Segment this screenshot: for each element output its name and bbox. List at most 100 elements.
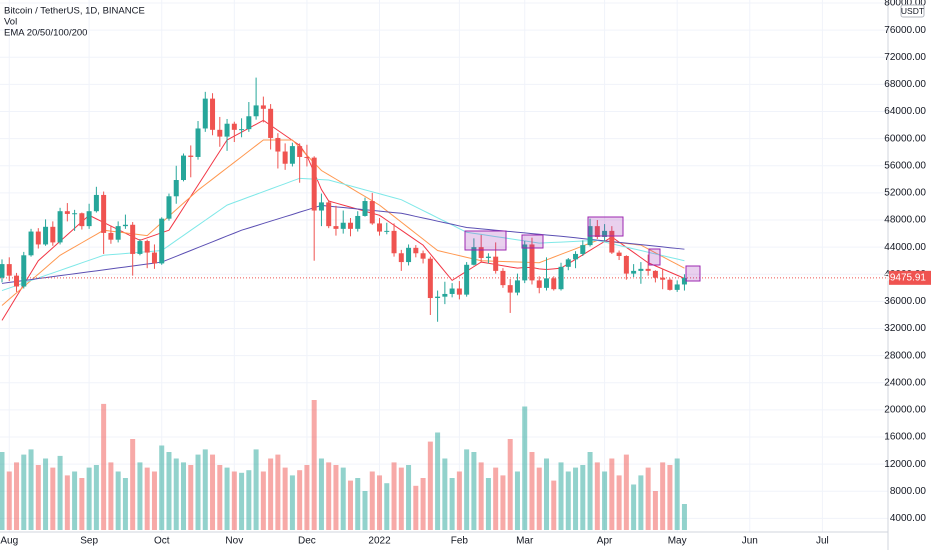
candle-body — [478, 247, 484, 259]
y-tick-label: 16000.00 — [884, 432, 926, 443]
volume-bar — [347, 480, 353, 530]
volume-bar — [435, 432, 441, 530]
candle-body — [6, 264, 12, 276]
ema-legend: EMA 20/50/100/200 — [4, 28, 87, 39]
y-tick-label: 44000.00 — [884, 242, 926, 253]
volume-bar — [551, 480, 557, 530]
candle-body — [210, 98, 216, 130]
volume-bar — [304, 465, 310, 530]
x-tick-label: Dec — [298, 536, 316, 547]
volume-bar — [464, 449, 470, 530]
volume-bar — [239, 472, 245, 530]
y-tick-label: 8000.00 — [890, 486, 927, 497]
volume-bar — [580, 465, 586, 530]
volume-bar — [478, 462, 484, 530]
rectangle-drawing[interactable] — [685, 265, 701, 282]
x-tick-label: Oct — [154, 536, 170, 547]
volume-bar — [86, 467, 92, 530]
candle-body — [151, 252, 157, 264]
candle-body — [28, 231, 34, 256]
ema-line — [1, 204, 685, 284]
candle-body — [282, 151, 288, 164]
volume-bar — [166, 452, 172, 530]
rectangle-drawing[interactable] — [464, 230, 507, 251]
rectangle-drawing[interactable] — [587, 216, 624, 237]
y-tick-label: 68000.00 — [884, 79, 926, 90]
plot-area — [0, 77, 888, 530]
volume-bar — [340, 467, 346, 530]
volume-bar — [558, 462, 564, 530]
y-tick-label: 36000.00 — [884, 296, 926, 307]
volume-bar — [565, 471, 571, 530]
volume-bar — [536, 467, 542, 530]
candle-body — [485, 256, 491, 259]
volume-bar — [0, 452, 5, 530]
candle-body — [398, 253, 404, 263]
volume-bar — [449, 478, 455, 530]
x-tick-label: Apr — [597, 536, 613, 547]
candle-body — [667, 279, 673, 290]
volume-bar — [398, 467, 404, 530]
y-tick-label: 64000.00 — [884, 106, 926, 117]
volume-bar — [362, 491, 368, 530]
candle-body — [275, 137, 281, 152]
candle-body — [93, 194, 99, 212]
candle-body — [253, 105, 259, 117]
candle-body — [50, 226, 56, 243]
candle-body — [289, 146, 295, 164]
volume-bar — [573, 467, 579, 530]
candle-body — [72, 213, 78, 215]
candle-body — [631, 270, 637, 274]
volume-bar — [50, 467, 56, 530]
candle-body — [558, 266, 564, 290]
last-price-box — [889, 270, 931, 285]
volume-bar — [420, 478, 426, 530]
volume-bar — [638, 475, 644, 530]
candle-body — [159, 218, 165, 264]
candle-body — [406, 247, 412, 263]
volume-bar — [355, 478, 361, 530]
candle-body — [304, 156, 310, 158]
y-tick-label: 52000.00 — [884, 188, 926, 199]
volume-bar — [369, 471, 375, 530]
volume-bar — [529, 452, 535, 530]
volume-bar — [210, 454, 216, 530]
candle-body — [217, 129, 223, 137]
rectangle-drawing[interactable] — [521, 234, 544, 249]
unit-box[interactable]: USDT — [900, 4, 925, 18]
volume-legend: Vol — [4, 17, 17, 28]
grid — [0, 0, 888, 532]
unit-label: USDT — [901, 6, 924, 16]
volume-bar — [427, 441, 433, 530]
rectangle-drawing[interactable] — [648, 248, 661, 266]
candle-body — [435, 296, 441, 299]
x-tick-label: Jul — [816, 536, 829, 547]
candle-body — [108, 232, 114, 240]
candle-body — [115, 226, 121, 240]
candle-body — [224, 123, 230, 137]
ema-line — [1, 177, 685, 292]
candle-body — [544, 278, 549, 288]
candle-body — [493, 256, 499, 271]
candle-body — [144, 241, 150, 253]
candle-body — [173, 180, 179, 197]
candle-body — [442, 293, 448, 297]
volume-bar — [616, 475, 622, 530]
candle-body — [297, 146, 303, 157]
candle-body — [616, 252, 622, 256]
volume-bar — [609, 458, 615, 530]
x-tick-label: Feb — [451, 536, 469, 547]
candle-body — [384, 230, 390, 232]
volume-bar — [159, 445, 165, 530]
candle-body — [449, 288, 455, 294]
candle-body — [268, 108, 274, 138]
volume-bar — [79, 478, 85, 530]
volume-bar — [101, 403, 107, 530]
candle-body — [514, 280, 520, 293]
volume-bar — [645, 467, 651, 530]
volume-bar — [260, 471, 266, 530]
candle-body — [181, 155, 186, 181]
y-tick-label: 28000.00 — [884, 350, 926, 361]
volume-bar — [311, 400, 317, 530]
candle-body — [507, 285, 513, 293]
